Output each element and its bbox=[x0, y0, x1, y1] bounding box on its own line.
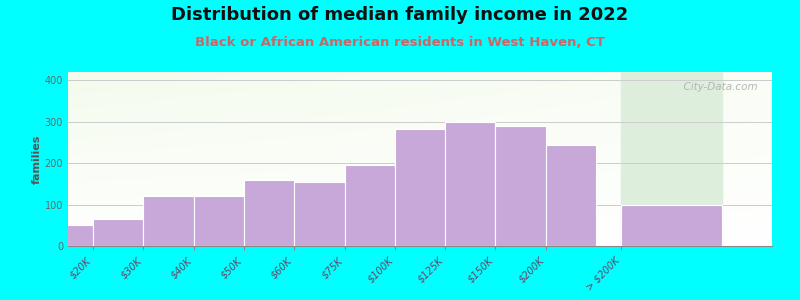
Y-axis label: families: families bbox=[32, 134, 42, 184]
Bar bbox=[546, 145, 596, 246]
Bar bbox=[495, 126, 546, 246]
Bar bbox=[194, 196, 244, 246]
Bar bbox=[445, 122, 495, 246]
Bar bbox=[93, 219, 143, 246]
Bar bbox=[143, 196, 194, 246]
Bar bbox=[621, 72, 722, 246]
Bar bbox=[395, 129, 445, 246]
Text: City-Data.com: City-Data.com bbox=[678, 82, 758, 92]
Bar bbox=[43, 225, 93, 246]
Bar bbox=[244, 180, 294, 246]
Text: Black or African American residents in West Haven, CT: Black or African American residents in W… bbox=[195, 36, 605, 49]
Bar bbox=[345, 165, 395, 246]
Bar bbox=[621, 205, 722, 246]
Bar bbox=[294, 182, 345, 246]
Text: Distribution of median family income in 2022: Distribution of median family income in … bbox=[171, 6, 629, 24]
